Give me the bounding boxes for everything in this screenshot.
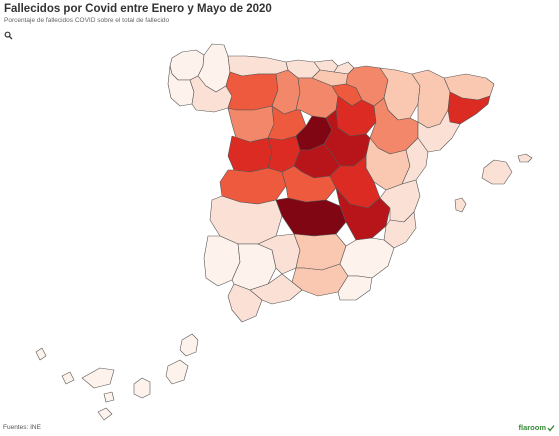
province-almeria[interactable]: Almería [337, 275, 373, 301]
province-caceres[interactable]: Cáceres [219, 167, 287, 205]
province-mallorca[interactable]: Mallorca [481, 159, 513, 185]
province-santa-cruz-de-tenerife[interactable]: Santa Cruz de Tenerife [35, 347, 115, 421]
brand-logo[interactable]: flaroom [518, 423, 555, 432]
province-alicante[interactable]: Alicante [383, 211, 417, 249]
search-icon [4, 31, 12, 39]
province-ibiza[interactable]: Ibiza [454, 197, 467, 213]
province-las-palmas[interactable]: Las Palmas [133, 333, 199, 399]
zoom-button[interactable] [2, 29, 14, 41]
map-title: Fallecidos por Covid entre Enero y Mayo … [4, 3, 272, 15]
province-badajoz[interactable]: Badajoz [209, 195, 283, 245]
source-note: Fuentes: INE [3, 424, 41, 431]
province-leon[interactable]: León [225, 71, 279, 111]
province-menorca[interactable]: Menorca [517, 153, 533, 163]
province-ciudad-real[interactable]: Ciudad Real [275, 197, 347, 237]
map-subtitle: Porcentaje de fallecidos COVID sobre el … [4, 17, 170, 24]
province-zamora[interactable]: Zamora [227, 105, 275, 143]
check-icon [547, 424, 555, 432]
province-malaga[interactable]: Málaga [249, 273, 303, 305]
province-castellon[interactable]: Castellón [401, 137, 429, 185]
brand-label: flaroom [518, 423, 546, 432]
province-murcia[interactable]: Murcia [339, 237, 395, 279]
